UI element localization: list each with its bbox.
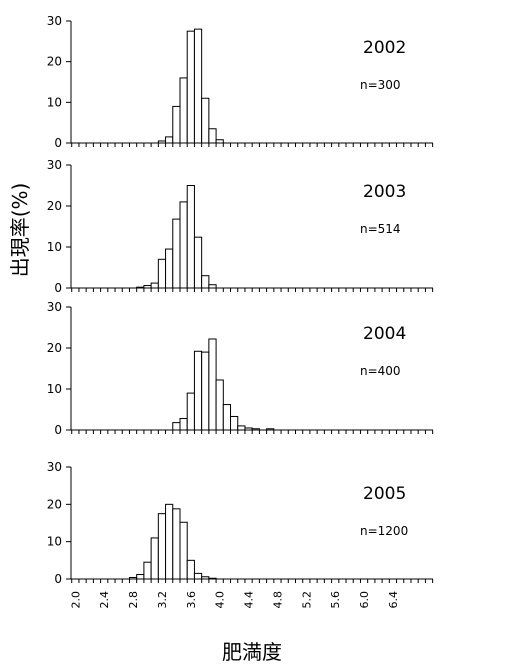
bar bbox=[172, 105, 181, 144]
bar bbox=[193, 350, 203, 431]
bar bbox=[201, 275, 210, 289]
y-tick-label: 0 bbox=[54, 136, 62, 150]
bar bbox=[157, 258, 167, 289]
bar bbox=[136, 286, 145, 289]
y-tick-label: 20 bbox=[47, 199, 62, 213]
bar bbox=[208, 128, 217, 144]
bar bbox=[128, 577, 138, 580]
y-tick-label: 20 bbox=[47, 55, 62, 69]
bar bbox=[208, 284, 217, 289]
bar bbox=[266, 428, 275, 431]
bar bbox=[172, 508, 181, 580]
bar bbox=[179, 418, 188, 431]
y-tick-label: 20 bbox=[47, 341, 62, 355]
bar bbox=[186, 559, 195, 580]
bar bbox=[186, 392, 195, 431]
y-tick-label: 0 bbox=[54, 572, 62, 586]
y-tick-label: 30 bbox=[47, 300, 62, 314]
bar bbox=[201, 97, 210, 144]
bar bbox=[201, 351, 210, 431]
bar bbox=[179, 77, 188, 144]
x-tick-label: 3.6 bbox=[185, 591, 198, 609]
bar bbox=[201, 576, 210, 580]
bar bbox=[193, 236, 203, 289]
bar bbox=[165, 248, 174, 289]
x-tick-label: 2.4 bbox=[98, 591, 111, 609]
x-tick-label: 4.8 bbox=[271, 591, 284, 609]
x-tick-label: 2.0 bbox=[69, 591, 82, 609]
bar bbox=[215, 139, 224, 144]
bar bbox=[165, 503, 174, 580]
bar bbox=[179, 521, 188, 580]
x-axis-title: 肥満度 bbox=[222, 640, 282, 664]
bar bbox=[222, 404, 232, 431]
sample-size-label: n=1200 bbox=[360, 524, 408, 538]
bar bbox=[172, 218, 181, 289]
bar bbox=[150, 537, 159, 580]
bar bbox=[186, 30, 195, 144]
bar bbox=[230, 415, 239, 431]
bar bbox=[193, 572, 203, 580]
y-tick-label: 10 bbox=[47, 240, 62, 254]
bar bbox=[251, 428, 260, 431]
bar bbox=[244, 427, 253, 431]
y-tick-label: 10 bbox=[47, 382, 62, 396]
bar bbox=[215, 379, 224, 431]
bar bbox=[193, 28, 203, 144]
y-tick-label: 0 bbox=[54, 281, 62, 295]
bar bbox=[165, 136, 174, 144]
bar bbox=[143, 561, 152, 580]
x-tick-label: 4.0 bbox=[214, 591, 227, 609]
year-label: 2003 bbox=[363, 182, 406, 202]
bar bbox=[157, 140, 167, 144]
sample-size-label: n=514 bbox=[360, 222, 401, 236]
y-tick-label: 0 bbox=[54, 423, 62, 437]
bar bbox=[157, 513, 167, 580]
bar bbox=[179, 201, 188, 289]
bar bbox=[208, 338, 217, 431]
x-tick-label: 3.2 bbox=[156, 591, 169, 609]
y-tick-label: 30 bbox=[47, 14, 62, 28]
sample-size-label: n=400 bbox=[360, 364, 401, 378]
y-axis-title: 出現率(%) bbox=[8, 183, 32, 278]
y-tick-label: 30 bbox=[47, 158, 62, 172]
y-tick-label: 20 bbox=[47, 497, 62, 511]
sample-size-label: n=300 bbox=[360, 78, 401, 92]
bar bbox=[208, 577, 217, 580]
y-tick-label: 30 bbox=[47, 460, 62, 474]
bar bbox=[186, 185, 195, 289]
year-label: 2002 bbox=[363, 38, 406, 58]
bar bbox=[143, 285, 152, 289]
bar bbox=[150, 282, 159, 289]
bar bbox=[136, 574, 145, 580]
bar bbox=[172, 422, 181, 431]
x-tick-label: 2.8 bbox=[127, 591, 140, 609]
x-tick-label: 6.0 bbox=[358, 591, 371, 609]
x-tick-label: 5.6 bbox=[329, 591, 342, 609]
x-tick-label: 4.4 bbox=[243, 591, 256, 609]
y-tick-label: 10 bbox=[47, 535, 62, 549]
year-label: 2004 bbox=[363, 324, 406, 344]
x-tick-label: 6.4 bbox=[387, 591, 400, 609]
x-tick-label: 5.2 bbox=[300, 591, 313, 609]
year-label: 2005 bbox=[363, 484, 406, 504]
bar bbox=[237, 425, 246, 431]
y-tick-label: 10 bbox=[47, 95, 62, 109]
